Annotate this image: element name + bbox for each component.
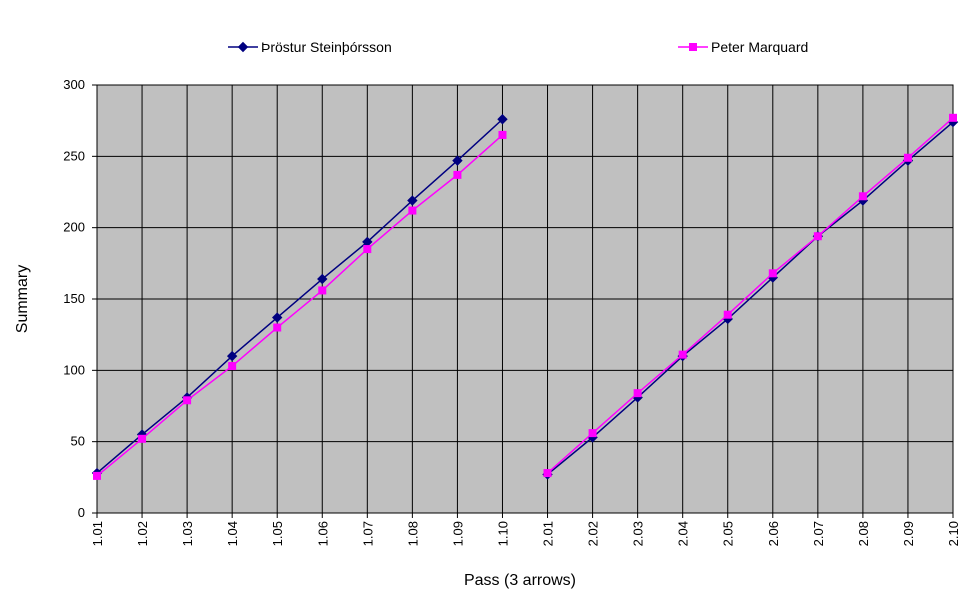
data-point-marquard	[408, 206, 417, 215]
x-tick-label: 2.01	[541, 521, 556, 546]
data-point-marquard	[498, 130, 507, 139]
x-tick-label: 2.02	[586, 521, 601, 546]
data-point-marquard	[183, 396, 192, 405]
legend-marker	[689, 43, 697, 51]
x-tick-label: 1.02	[135, 521, 150, 546]
x-tick-label: 2.10	[946, 521, 961, 546]
data-point-steinthorsson	[272, 312, 283, 323]
data-point-steinthorsson	[317, 273, 328, 285]
data-point-steinthorsson	[407, 195, 418, 206]
data-point-marquard	[768, 269, 777, 278]
data-point-marquard	[543, 469, 552, 478]
data-point-marquard	[949, 113, 957, 122]
series-marquard	[93, 113, 957, 480]
legend-item-steinthorsson: Þröstur Steinþórsson	[228, 39, 392, 55]
data-point-marquard	[633, 389, 642, 398]
x-tick-label: 1.08	[405, 521, 420, 546]
y-axis-ticks: 0 50 100 150 200 250 300	[63, 77, 97, 520]
x-tick-label: 2.06	[766, 521, 781, 546]
data-point-marquard	[273, 323, 282, 332]
y-tick-label: 0	[78, 505, 85, 520]
x-tick-label: 2.03	[631, 521, 646, 546]
data-point-marquard	[93, 471, 101, 480]
series-line-marquard	[547, 117, 954, 474]
x-tick-label: 2.04	[676, 521, 691, 546]
data-point-marquard	[138, 434, 147, 443]
x-tick-label: 1.04	[225, 521, 240, 546]
series-line-marquard	[96, 134, 503, 477]
x-tick-label: 1.10	[495, 521, 510, 546]
x-axis-ticks: 1.01 1.02 1.03 1.04 1.05 1.06 1.07 1.08 1.09 1.10…	[90, 513, 961, 546]
x-tick-label: 2.09	[901, 521, 916, 546]
legend-label: Peter Marquard	[711, 39, 808, 55]
y-tick-label: 300	[63, 77, 85, 92]
x-tick-label: 2.07	[811, 521, 826, 546]
y-tick-label: 250	[63, 148, 85, 163]
x-tick-label: 1.06	[315, 521, 330, 546]
y-tick-label: 200	[63, 220, 85, 235]
y-tick-label: 100	[63, 362, 85, 377]
data-point-marquard	[318, 286, 327, 295]
data-point-marquard	[678, 350, 687, 359]
data-point-marquard	[588, 429, 597, 438]
x-tick-label: 2.05	[721, 521, 736, 546]
y-axis-title: Summary	[14, 265, 31, 333]
data-point-steinthorsson	[226, 350, 238, 362]
x-tick-label: 1.09	[450, 521, 465, 546]
x-tick-label: 2.08	[856, 521, 871, 546]
x-tick-label: 1.05	[270, 521, 285, 546]
series-line-steinthorsson	[96, 118, 503, 474]
x-tick-label: 1.03	[180, 521, 195, 546]
data-point-marquard	[858, 192, 867, 201]
data-point-marquard	[813, 232, 822, 241]
x-tick-label: 1.01	[90, 521, 105, 546]
data-point-marquard	[228, 362, 237, 371]
data-point-steinthorsson	[452, 155, 463, 166]
series-layer	[91, 113, 959, 480]
data-point-steinthorsson	[497, 114, 508, 125]
x-axis-title: Pass (3 arrows)	[464, 572, 576, 589]
data-point-marquard	[363, 245, 372, 254]
series-line-steinthorsson	[547, 121, 954, 476]
y-tick-label: 50	[71, 434, 85, 449]
legend-marker	[237, 41, 249, 53]
data-point-marquard	[903, 153, 912, 162]
legend-label: Þröstur Steinþórsson	[261, 39, 392, 55]
x-tick-label: 1.07	[360, 521, 375, 546]
legend-item-marquard: Peter Marquard	[678, 39, 808, 55]
data-point-marquard	[453, 170, 462, 179]
gridlines	[96, 84, 954, 514]
y-tick-label: 150	[63, 291, 85, 306]
legend: Þröstur Steinþórsson Peter Marquard	[228, 39, 808, 55]
data-point-marquard	[723, 310, 732, 319]
